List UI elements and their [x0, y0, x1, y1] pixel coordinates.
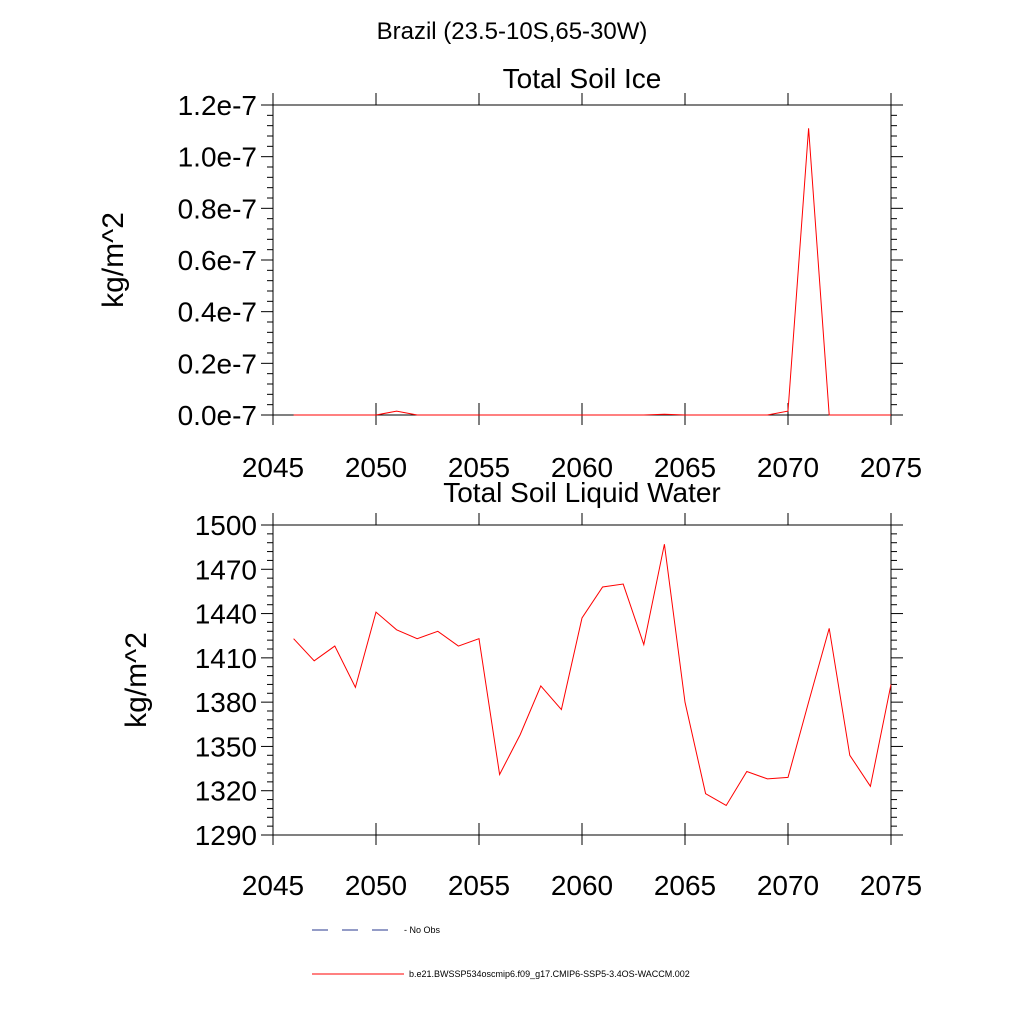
- x-tick-label: 2060: [551, 452, 613, 483]
- x-tick-label: 2065: [654, 452, 716, 483]
- y-tick-label: 1410: [195, 643, 257, 674]
- y-tick-label: 1320: [195, 776, 257, 807]
- y-axis-title: kg/m^2: [120, 632, 153, 728]
- legend-label-no-obs: - No Obs: [404, 925, 441, 935]
- y-axis-title: kg/m^2: [97, 212, 130, 308]
- legend-label-series: b.e21.BWSSP534oscmip6.f09_g17.CMIP6-SSP5…: [409, 969, 690, 979]
- x-tick-label: 2075: [860, 452, 922, 483]
- series-line: [293, 128, 891, 416]
- y-tick-label: 1.0e-7: [178, 142, 257, 173]
- x-tick-label: 2045: [242, 452, 304, 483]
- x-tick-label: 2075: [860, 870, 922, 901]
- x-tick-label: 2045: [242, 870, 304, 901]
- chart-title: Total Soil Liquid Water: [443, 477, 721, 508]
- y-tick-label: 1290: [195, 820, 257, 851]
- chart-title: Total Soil Ice: [503, 63, 662, 94]
- x-tick-label: 2065: [654, 870, 716, 901]
- x-tick-label: 2050: [345, 870, 407, 901]
- legend: - No Obs b.e21.BWSSP534oscmip6.f09_g17.CM…: [312, 925, 690, 979]
- page-title: Brazil (23.5-10S,65-30W): [376, 18, 648, 45]
- y-tick-label: 0.0e-7: [178, 400, 257, 431]
- x-tick-label: 2055: [448, 870, 510, 901]
- y-tick-label: 1500: [195, 510, 257, 541]
- plot-frame: [272, 524, 892, 836]
- y-tick-label: 0.8e-7: [178, 193, 257, 224]
- x-tick-label: 2055: [448, 452, 510, 483]
- y-tick-label: 1350: [195, 731, 257, 762]
- y-tick-label: 0.2e-7: [178, 348, 257, 379]
- series-line: [293, 544, 892, 807]
- chart-2: Total Soil Liquid Water kg/m^2 2045 2050 205…: [120, 477, 922, 901]
- y-tick-label: 0.6e-7: [178, 245, 257, 276]
- y-tick-label: 1470: [195, 554, 257, 585]
- x-tick-label: 2050: [345, 452, 407, 483]
- x-tick-label: 2060: [551, 870, 613, 901]
- y-tick-label: 0.4e-7: [178, 297, 257, 328]
- y-tick-label: 1440: [195, 599, 257, 630]
- chart-1: Total Soil Ice kg/m^2 2045 2050 2055 2060 2065…: [97, 63, 922, 483]
- x-tick-label: 2070: [757, 870, 819, 901]
- x-tick-label: 2070: [757, 452, 819, 483]
- y-tick-label: 1380: [195, 687, 257, 718]
- plot-frame: [272, 104, 892, 416]
- y-tick-label: 1.2e-7: [178, 90, 257, 121]
